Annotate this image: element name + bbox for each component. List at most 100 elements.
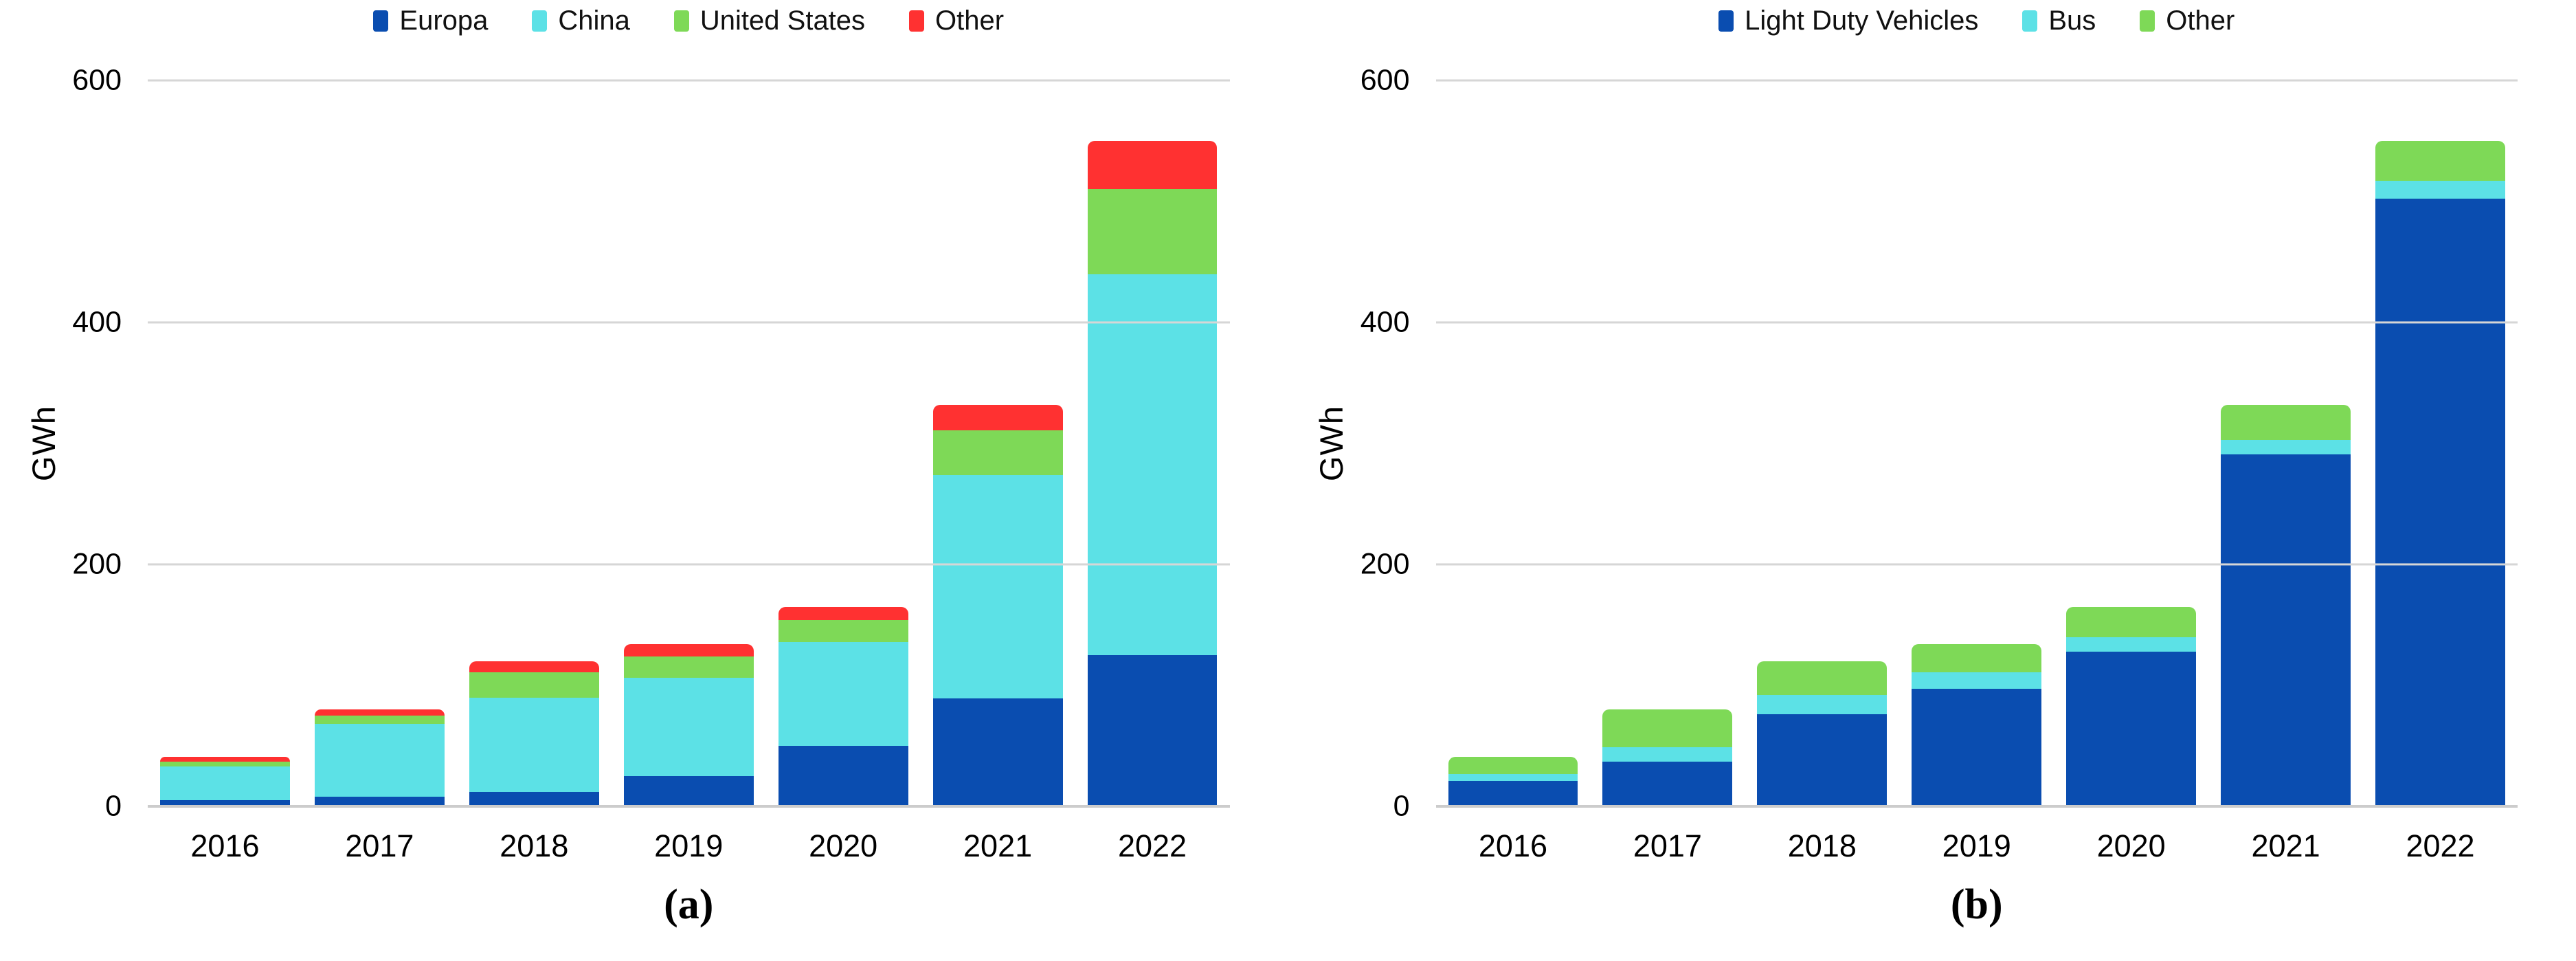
plot-area-b: 0 200 400 600 <box>1360 64 2518 823</box>
y-tick-600: 600 <box>72 63 122 97</box>
y-axis-title-box-a: GWh <box>19 80 67 806</box>
plot-wrap-b: Light Duty Vehicles Bus Other 0 200 400 600 2… <box>1360 0 2518 929</box>
bar-segment-other-2021 <box>2221 404 2351 440</box>
bar-segment-china-2016 <box>160 766 290 801</box>
legend-swatch-united-states-icon <box>673 10 689 32</box>
bar-segment-other-2018 <box>469 661 599 672</box>
x-label-2017: 2017 <box>345 828 414 863</box>
legend-item-china: China <box>532 5 630 36</box>
gridline-600 <box>1435 79 2518 82</box>
panel-b: GWh Light Duty Vehicles Bus Other 0 200 400 6… <box>1288 0 2576 961</box>
bar-column-2020 <box>766 80 921 806</box>
x-label-2020: 2020 <box>2096 828 2166 863</box>
bar-segment-bus-2018 <box>1757 695 1888 715</box>
x-label-2018: 2018 <box>500 828 569 863</box>
bar-segment-light-duty-vehicles-2018 <box>1757 714 1888 806</box>
legend-swatch-bus-icon <box>2022 10 2038 32</box>
x-label-2016: 2016 <box>1478 828 1548 863</box>
x-label-2016: 2016 <box>190 828 260 863</box>
bar-segment-china-2018 <box>469 697 599 792</box>
legend-b: Light Duty Vehicles Bus Other <box>1436 0 2518 80</box>
legend-item-other: Other <box>909 5 1004 36</box>
x-label-2021: 2021 <box>963 828 1033 863</box>
x-axis-labels-b: 2016 2017 2018 2019 2020 2021 2022 <box>1436 828 2518 864</box>
plot-area-a: 0 200 400 600 <box>72 64 1230 823</box>
y-axis-title-b: GWh <box>1313 405 1349 482</box>
bar-segment-other-2019 <box>1912 644 2042 672</box>
legend-label-united-states: United States <box>699 5 866 36</box>
bar-stack-2017 <box>1602 80 1733 806</box>
y-tick-200: 200 <box>1360 547 1410 581</box>
legend-swatch-china-icon <box>532 10 548 32</box>
bar-column-2017 <box>1590 80 1745 806</box>
legend-item-united-states: United States <box>673 5 866 36</box>
legend-label-bus: Bus <box>2048 5 2096 36</box>
bar-stack-2016 <box>1448 80 1578 806</box>
y-tick-200: 200 <box>72 547 122 581</box>
gridline-400 <box>1435 321 2518 324</box>
bar-segment-other-2018 <box>1757 661 1888 696</box>
bar-segment-bus-2020 <box>2066 637 2197 652</box>
bar-segment-china-2019 <box>623 678 754 776</box>
bar-segment-other-2019 <box>623 644 754 656</box>
bar-column-2018 <box>1745 80 1899 806</box>
bar-stack-2019 <box>1912 80 2042 806</box>
bar-segment-other-2022 <box>1087 141 1218 190</box>
bar-segment-united-states-2022 <box>1087 189 1218 274</box>
bar-stack-2018 <box>1757 80 1888 806</box>
bar-segment-bus-2017 <box>1602 747 1733 762</box>
bar-segment-other-2017 <box>314 709 445 716</box>
bar-segment-other-2022 <box>2375 141 2505 181</box>
gridline-200 <box>148 563 1230 566</box>
bar-segment-united-states-2016 <box>160 761 290 766</box>
bar-stack-2022 <box>1087 80 1218 806</box>
panel-caption-b: (b) <box>1950 881 2003 928</box>
legend-swatch-other-icon <box>2140 10 2155 32</box>
bar-segment-united-states-2017 <box>314 716 445 725</box>
bar-segment-united-states-2019 <box>623 656 754 678</box>
x-label-2021: 2021 <box>2251 828 2320 863</box>
bar-segment-europa-2022 <box>1087 655 1218 806</box>
bars-a <box>148 80 1230 806</box>
bar-segment-light-duty-vehicles-2021 <box>2221 454 2351 806</box>
bar-segment-china-2021 <box>932 474 1063 699</box>
y-axis-title-a: GWh <box>25 405 62 482</box>
bars-b <box>1436 80 2518 806</box>
bar-column-2021 <box>2208 80 2363 806</box>
panel-a: GWh Europa China United States Other 0 200 40… <box>19 0 1230 929</box>
bar-column-2022 <box>2363 80 2518 806</box>
legend-swatch-europa-icon <box>373 10 389 32</box>
bar-stack-2022 <box>2375 80 2505 806</box>
bar-segment-bus-2019 <box>1912 672 2042 689</box>
bar-segment-other-2016 <box>1448 756 1578 774</box>
y-tick-400: 400 <box>1360 305 1410 339</box>
legend-item-light-duty-vehicles: Light Duty Vehicles <box>1718 5 1978 36</box>
x-label-2019: 2019 <box>1942 828 2011 863</box>
y-tick-0: 0 <box>1393 789 1410 823</box>
legend-item-bus: Bus <box>2022 5 2096 36</box>
x-label-2022: 2022 <box>1117 828 1187 863</box>
legend-label-europa: Europa <box>399 5 489 36</box>
bar-segment-light-duty-vehicles-2022 <box>2375 199 2505 806</box>
bar-column-2019 <box>612 80 766 806</box>
legend-label-light-duty-vehicles: Light Duty Vehicles <box>1745 5 1979 36</box>
bar-stack-2020 <box>778 80 908 806</box>
gridline-400 <box>148 321 1230 324</box>
x-label-2018: 2018 <box>1787 828 1857 863</box>
plot-wrap-a: Europa China United States Other 0 200 400 600… <box>72 0 1230 929</box>
bar-segment-europa-2017 <box>314 796 445 806</box>
gridline-0 <box>148 805 1230 808</box>
bar-stack-2021 <box>2221 80 2351 806</box>
legend-label-other: Other <box>2166 5 2235 36</box>
bar-stack-2017 <box>314 80 445 806</box>
gridline-600 <box>148 79 1230 82</box>
bar-column-2016 <box>148 80 302 806</box>
bar-column-2018 <box>457 80 612 806</box>
bar-column-2021 <box>921 80 1075 806</box>
y-tick-600: 600 <box>1360 63 1410 97</box>
bar-segment-china-2017 <box>314 724 445 797</box>
x-label-2020: 2020 <box>809 828 878 863</box>
bar-segment-bus-2021 <box>2221 439 2351 454</box>
bar-segment-china-2022 <box>1087 274 1218 655</box>
